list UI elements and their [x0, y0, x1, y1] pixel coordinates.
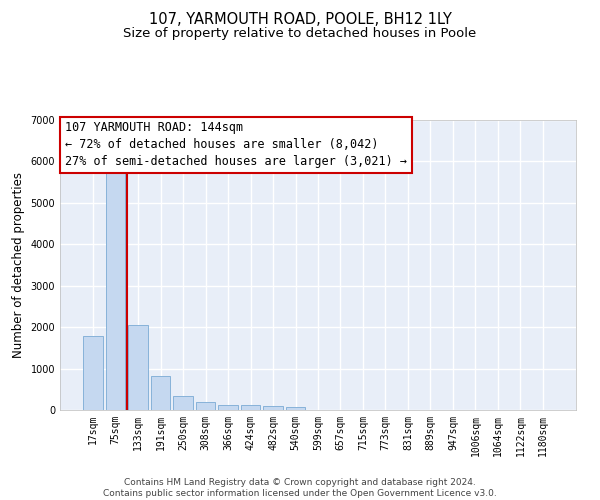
Bar: [83, 336, 103, 410]
Bar: [173, 396, 193, 410]
Bar: [128, 324, 148, 410]
Text: Contains HM Land Registry data © Crown copyright and database right 2024.
Contai: Contains HM Land Registry data © Crown c…: [103, 478, 497, 498]
Bar: [286, 406, 305, 410]
Bar: [263, 406, 283, 410]
Text: Size of property relative to detached houses in Poole: Size of property relative to detached ho…: [124, 28, 476, 40]
Y-axis label: Number of detached properties: Number of detached properties: [12, 172, 25, 358]
Bar: [106, 170, 125, 410]
Bar: [241, 406, 260, 410]
Text: 107, YARMOUTH ROAD, POOLE, BH12 1LY: 107, YARMOUTH ROAD, POOLE, BH12 1LY: [149, 12, 451, 28]
Text: 107 YARMOUTH ROAD: 144sqm
← 72% of detached houses are smaller (8,042)
27% of se: 107 YARMOUTH ROAD: 144sqm ← 72% of detac…: [65, 122, 407, 168]
Bar: [196, 402, 215, 410]
Bar: [218, 405, 238, 410]
Bar: [151, 376, 170, 410]
